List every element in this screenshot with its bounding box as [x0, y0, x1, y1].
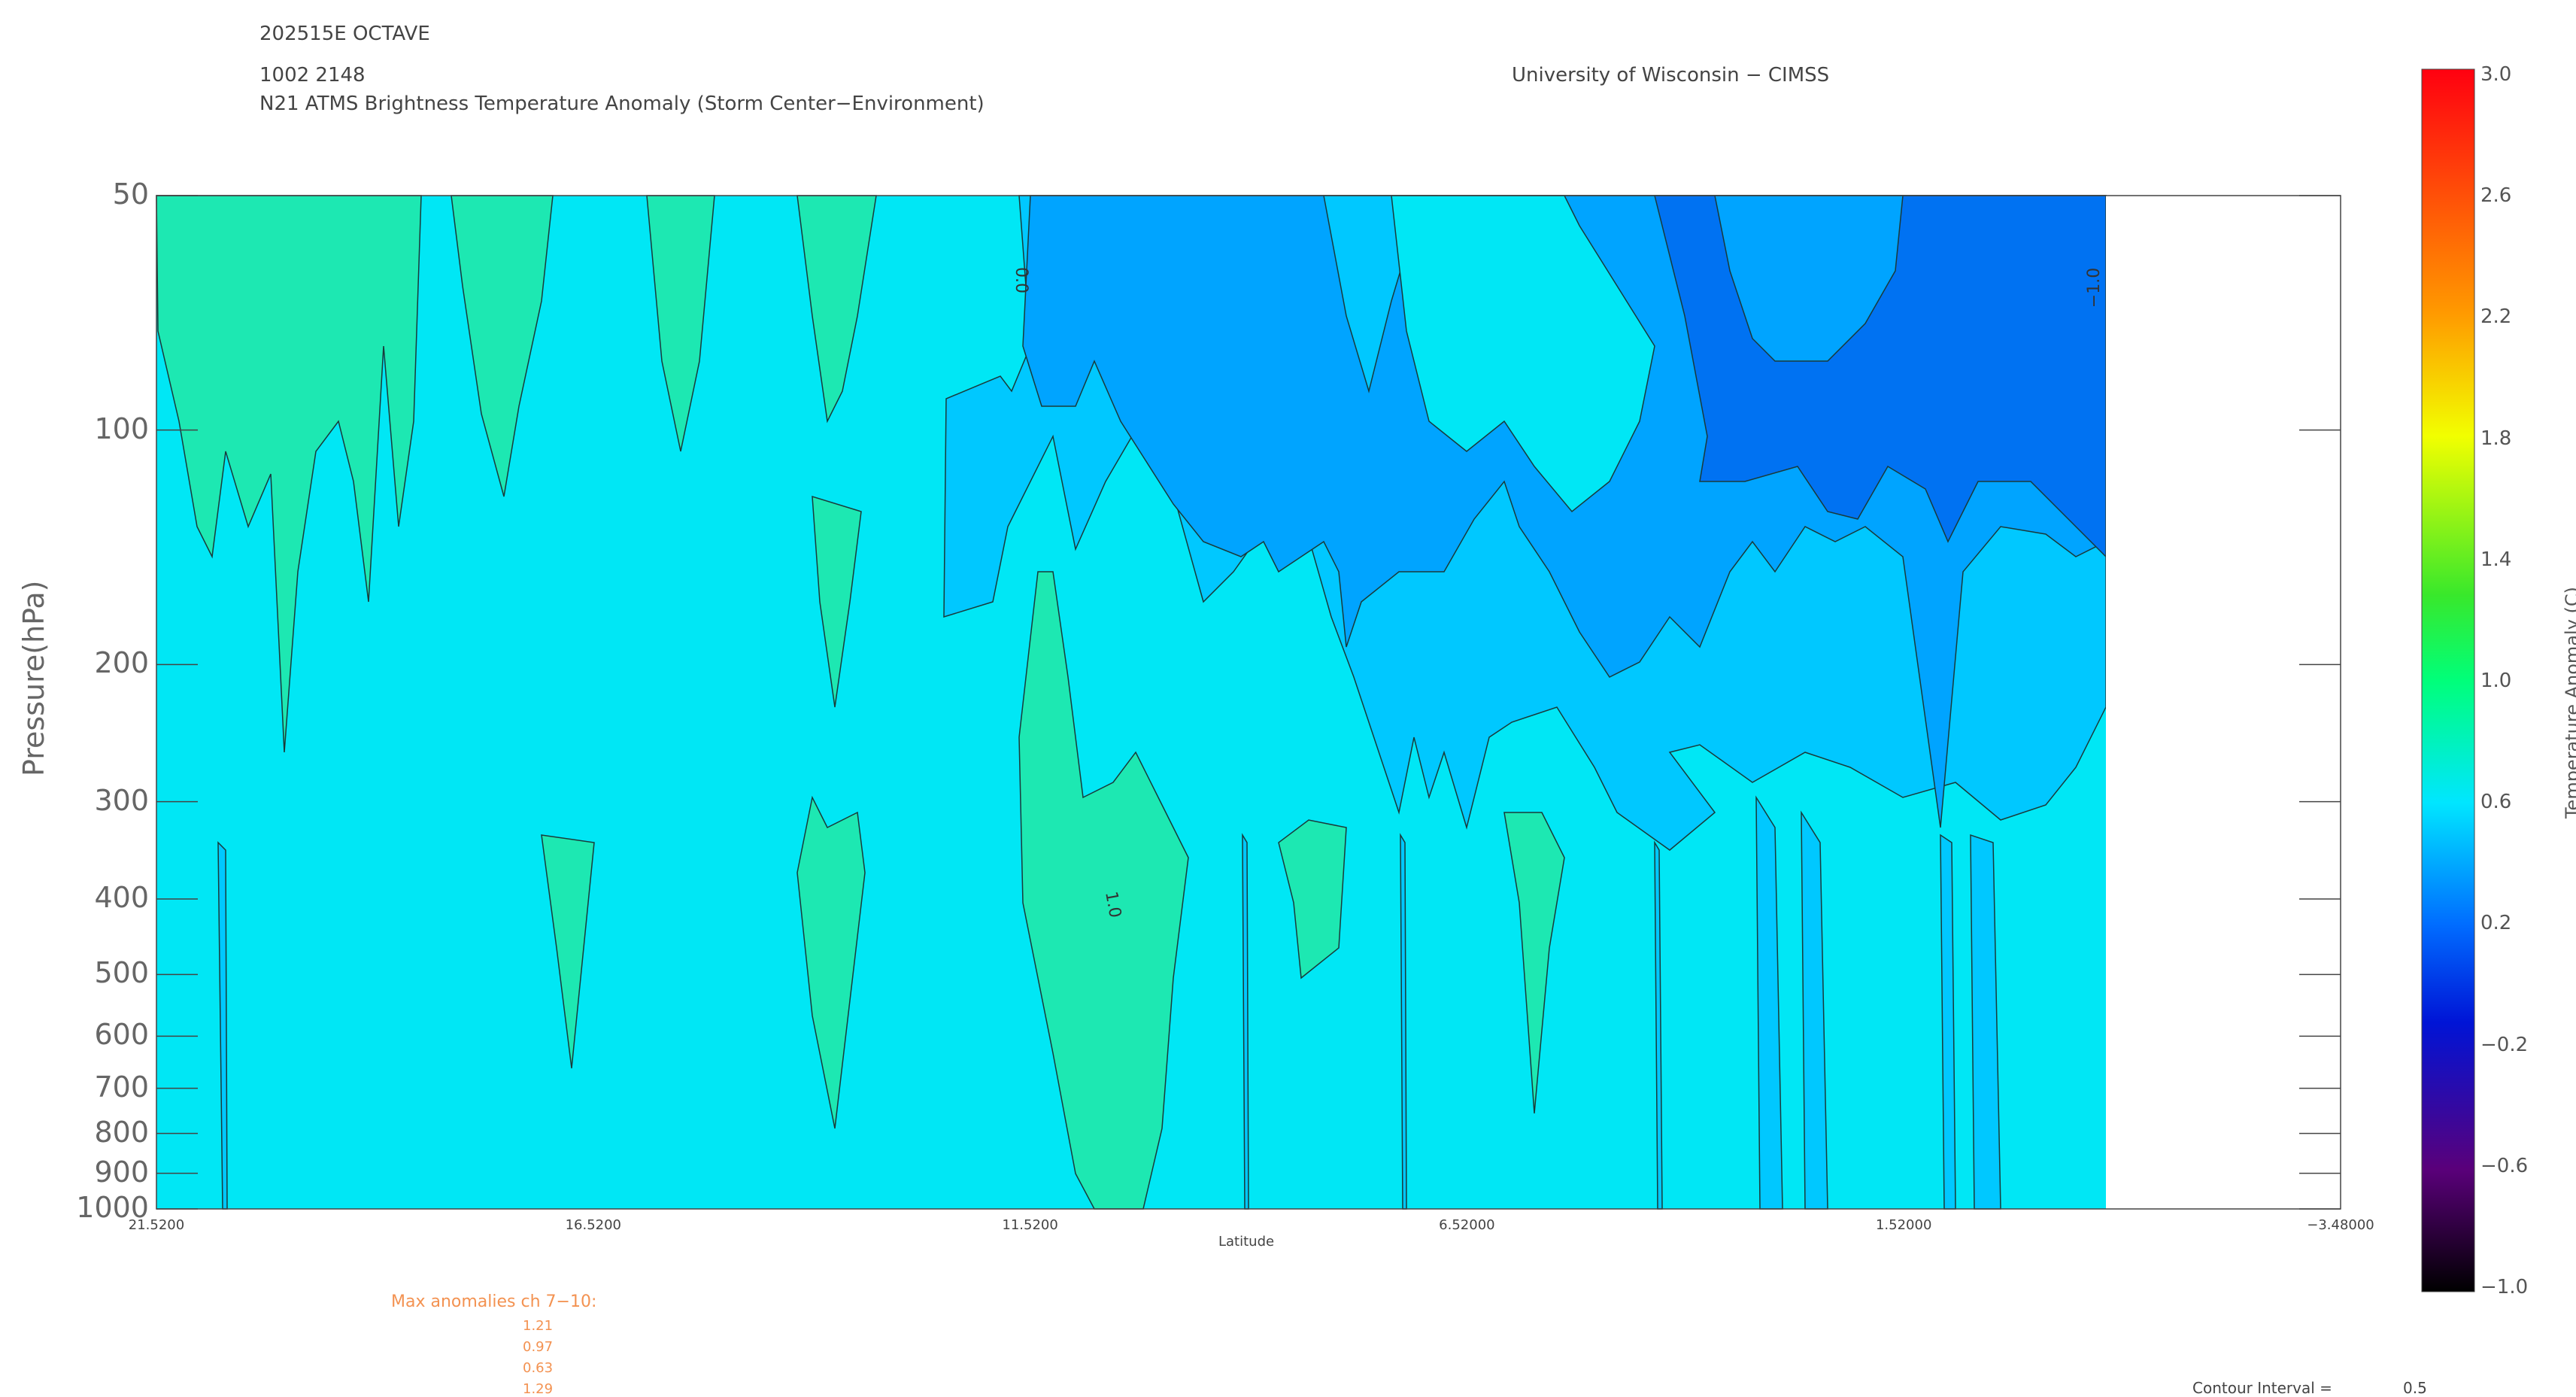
max-anomaly-value: 1.29	[523, 1381, 554, 1397]
y-tick-label: 900	[94, 1155, 149, 1189]
x-tick-label: 16.5200	[565, 1217, 622, 1233]
y-tick-label: 300	[94, 783, 149, 817]
warm-column-left	[156, 195, 422, 753]
warm-column-lower-1	[796, 795, 866, 1129]
date-time: 1002 2148	[259, 64, 366, 87]
no-data-area	[2106, 196, 2341, 1209]
right-axis-ticks	[156, 195, 2341, 1210]
region-cold-island	[1714, 195, 1904, 362]
contour-interval-value: 0.5	[2403, 1379, 2427, 1397]
colorbar-tick-label: −1.0	[2480, 1276, 2529, 1298]
y-tick-label: 400	[94, 880, 149, 914]
warm-column-5	[812, 495, 862, 708]
y-tick-label: 1000	[76, 1191, 149, 1224]
colorbar-tick-label: 1.8	[2480, 427, 2512, 450]
vertical-streaks	[217, 795, 2001, 1210]
colorbar-tick-label: 0.6	[2480, 791, 2512, 814]
max-anomalies-title: Max anomalies ch 7−10:	[391, 1292, 597, 1311]
x-tick-label: 6.52000	[1439, 1217, 1495, 1233]
x-tick-label: 1.52000	[1875, 1217, 1932, 1233]
warm-columns	[156, 195, 1565, 1210]
y-tick-label: 500	[94, 956, 149, 990]
contour-label: 0.0	[1012, 267, 1030, 293]
colorbar-tick-label: 1.0	[2480, 670, 2512, 692]
max-anomaly-value: 1.21	[523, 1318, 554, 1334]
x-tick-label: 11.5200	[1002, 1217, 1058, 1233]
region-background-island-2	[1391, 195, 1655, 513]
y-tick-label: 100	[94, 412, 149, 445]
x-tick-label: −3.48000	[2307, 1217, 2374, 1233]
colorbar-tick-label: 2.2	[2480, 305, 2512, 329]
warm-column-lower-4	[1503, 812, 1565, 1114]
colorbar-tick-label: 1.4	[2480, 548, 2512, 571]
colorbar-tick-label: −0.2	[2480, 1033, 2529, 1056]
colorbar-tick-label: 3.0	[2480, 63, 2512, 86]
y-tick-label: 800	[94, 1115, 149, 1149]
contour-label: −1.0	[2085, 267, 2104, 308]
plot-area	[156, 195, 2341, 1210]
warm-column-mid	[1018, 571, 1189, 1210]
product-title: N21 ATMS Brightness Temperature Anomaly …	[259, 93, 985, 115]
colorbar-label: Temperature Anomaly (C)	[2562, 586, 2576, 819]
y-tick-label: 700	[94, 1070, 149, 1104]
x-axis-label: Latitude	[1218, 1234, 1275, 1250]
y-axis-label: Pressure(hPa)	[17, 580, 50, 777]
colorbar-tick-label: −0.6	[2480, 1154, 2529, 1177]
warm-column-2	[451, 195, 554, 497]
institution: University of Wisconsin − CIMSS	[1512, 64, 1830, 87]
colorbar-tick-label: 2.6	[2480, 184, 2512, 208]
plot-frame	[156, 195, 2341, 1210]
warm-column-lower-3	[1278, 819, 1347, 979]
storm-name: 202515E OCTAVE	[259, 23, 430, 45]
colorbar-tick-label: 0.2	[2480, 912, 2512, 935]
y-tick-label: 200	[94, 646, 149, 680]
x-tick-label: 21.5200	[128, 1217, 185, 1233]
colorbar	[2421, 68, 2475, 1292]
y-tick-label: 600	[94, 1018, 149, 1052]
contour-interval-label: Contour Interval =	[2192, 1379, 2332, 1397]
warm-column-lower-2	[541, 834, 595, 1069]
max-anomaly-value: 0.63	[523, 1360, 554, 1376]
y-tick-label: 50	[112, 178, 149, 211]
max-anomaly-value: 0.97	[523, 1339, 554, 1355]
